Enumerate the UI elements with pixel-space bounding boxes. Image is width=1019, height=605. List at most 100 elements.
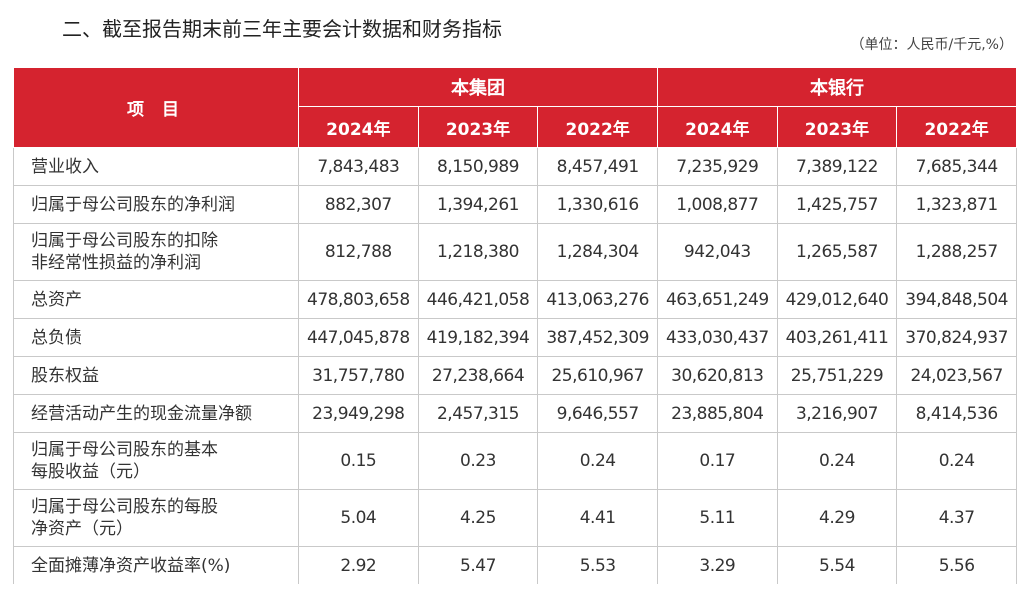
value-cell: 0.17 — [656, 432, 778, 490]
value-cell: 1,425,757 — [776, 185, 898, 224]
row-label-line: 经营活动产生的现金流量净额 — [31, 403, 252, 424]
value-cell: 433,030,437 — [656, 318, 778, 357]
financial-data-table: 项 目 本集团 本银行 2024年 2023年 2022年 2024年 2023… — [13, 67, 1017, 584]
row-label-line: 总资产 — [31, 289, 82, 310]
value-cell: 7,685,344 — [896, 147, 1017, 186]
value-cell: 2,457,315 — [417, 394, 539, 433]
value-cell: 419,182,394 — [417, 318, 539, 357]
row-label: 全面摊薄净资产收益率(%) — [13, 546, 299, 584]
section-title: 二、截至报告期末前三年主要会计数据和财务指标 — [62, 17, 502, 41]
value-cell: 478,803,658 — [298, 280, 419, 319]
table-row: 经营活动产生的现金流量净额 23,949,298 2,457,315 9,646,55… — [13, 394, 1017, 433]
table-row: 总资产 478,803,658 446,421,058 413,063,276 463,… — [13, 280, 1017, 319]
value-cell: 23,949,298 — [298, 394, 419, 433]
row-label-line: 营业收入 — [31, 156, 99, 177]
value-cell: 463,651,249 — [656, 280, 778, 319]
table-row: 总负债 447,045,878 419,182,394 387,452,309 433,… — [13, 318, 1017, 357]
header-row-years: 2024年 2023年 2022年 2024年 2023年 2022年 — [14, 106, 1017, 148]
value-cell: 7,235,929 — [656, 147, 778, 186]
value-cell: 8,150,989 — [417, 147, 539, 186]
value-cell: 1,288,257 — [896, 223, 1017, 281]
value-cell: 31,757,780 — [298, 356, 419, 395]
row-label: 归属于母公司股东的每股 净资产（元） — [13, 489, 299, 547]
value-cell: 30,620,813 — [656, 356, 778, 395]
unit-note: （单位：人民币/千元,%） — [850, 37, 1013, 53]
value-cell: 27,238,664 — [417, 356, 539, 395]
table-body: 营业收入 7,843,483 8,150,989 8,457,491 7,235,929… — [13, 147, 1017, 584]
table-row: 营业收入 7,843,483 8,150,989 8,457,491 7,235,929… — [13, 147, 1017, 186]
value-cell: 1,218,380 — [417, 223, 539, 281]
value-cell: 8,457,491 — [537, 147, 658, 186]
value-cell: 5.11 — [656, 489, 778, 547]
header-row-groups: 项 目 本集团 本银行 — [13, 67, 1017, 148]
row-label-line: 归属于母公司股东的扣除 — [31, 231, 218, 251]
table-row: 归属于母公司股东的扣除 非经常性损益的净利润 812,788 1,218,380 1,2… — [13, 223, 1017, 281]
row-label: 总负债 — [13, 318, 299, 357]
value-cell: 1,265,587 — [776, 223, 898, 281]
value-cell: 7,389,122 — [776, 147, 898, 186]
value-cell: 5.54 — [776, 546, 898, 584]
row-label-line: 归属于母公司股东的基本 — [31, 440, 218, 460]
value-cell: 0.15 — [298, 432, 419, 490]
value-cell: 3,216,907 — [776, 394, 898, 433]
table-row: 股东权益 31,757,780 27,238,664 25,610,967 30,620… — [13, 356, 1017, 395]
row-label-line: 每股收益（元） — [31, 462, 150, 482]
value-cell: 0.23 — [417, 432, 539, 490]
value-cell: 5.53 — [537, 546, 658, 584]
row-label: 经营活动产生的现金流量净额 — [13, 394, 299, 433]
row-label: 归属于母公司股东的净利润 — [13, 185, 299, 224]
table-row: 归属于母公司股东的每股 净资产（元） 5.04 4.25 4.41 5.11 4.29 4.3… — [13, 489, 1017, 547]
value-cell: 429,012,640 — [776, 280, 898, 319]
row-label: 股东权益 — [13, 356, 299, 395]
value-cell: 0.24 — [776, 432, 898, 490]
table-row: 归属于母公司股东的净利润 882,307 1,394,261 1,330,616 1,0… — [13, 185, 1017, 224]
value-cell: 25,610,967 — [537, 356, 658, 395]
value-cell: 882,307 — [298, 185, 419, 224]
value-cell: 7,843,483 — [298, 147, 419, 186]
value-cell: 387,452,309 — [537, 318, 658, 357]
row-label-line: 归属于母公司股东的净利润 — [31, 194, 235, 215]
item-header: 项 目 — [13, 67, 299, 148]
year-header: 2022年 — [537, 106, 658, 148]
row-label-line: 总负债 — [31, 327, 82, 348]
value-cell: 1,394,261 — [417, 185, 539, 224]
value-cell: 4.37 — [896, 489, 1017, 547]
group-header-bank: 本银行 — [656, 67, 1017, 107]
row-label-line: 全面摊薄净资产收益率(%) — [31, 555, 231, 576]
value-cell: 812,788 — [298, 223, 419, 281]
row-label-line: 净资产（元） — [31, 519, 133, 539]
year-header: 2023年 — [776, 106, 898, 148]
row-label-line: 归属于母公司股东的每股 — [31, 497, 218, 517]
value-cell: 4.29 — [776, 489, 898, 547]
value-cell: 5.04 — [298, 489, 419, 547]
value-cell: 25,751,229 — [776, 356, 898, 395]
row-label: 总资产 — [13, 280, 299, 319]
value-cell: 2.92 — [298, 546, 419, 584]
row-label-line: 非经常性损益的净利润 — [31, 253, 201, 273]
value-cell: 403,261,411 — [776, 318, 898, 357]
year-header: 2023年 — [417, 106, 539, 148]
row-label: 营业收入 — [13, 147, 299, 186]
value-cell: 5.56 — [896, 546, 1017, 584]
value-cell: 5.47 — [417, 546, 539, 584]
value-cell: 394,848,504 — [896, 280, 1017, 319]
row-label: 归属于母公司股东的基本 每股收益（元） — [13, 432, 299, 490]
value-cell: 446,421,058 — [417, 280, 539, 319]
year-header: 2024年 — [298, 106, 419, 148]
year-header: 2024年 — [656, 106, 778, 148]
table-row: 归属于母公司股东的基本 每股收益（元） 0.15 0.23 0.24 0.17 0.24 0.… — [13, 432, 1017, 490]
value-cell: 9,646,557 — [537, 394, 658, 433]
value-cell: 413,063,276 — [537, 280, 658, 319]
value-cell: 447,045,878 — [298, 318, 419, 357]
value-cell: 3.29 — [656, 546, 778, 584]
value-cell: 1,008,877 — [656, 185, 778, 224]
value-cell: 1,330,616 — [537, 185, 658, 224]
year-header: 2022年 — [896, 106, 1017, 148]
group-header-group: 本集团 — [298, 67, 658, 107]
value-cell: 4.41 — [537, 489, 658, 547]
row-label: 归属于母公司股东的扣除 非经常性损益的净利润 — [13, 223, 299, 281]
value-cell: 942,043 — [656, 223, 778, 281]
value-cell: 1,284,304 — [537, 223, 658, 281]
value-cell: 1,323,871 — [896, 185, 1017, 224]
value-cell: 4.25 — [417, 489, 539, 547]
